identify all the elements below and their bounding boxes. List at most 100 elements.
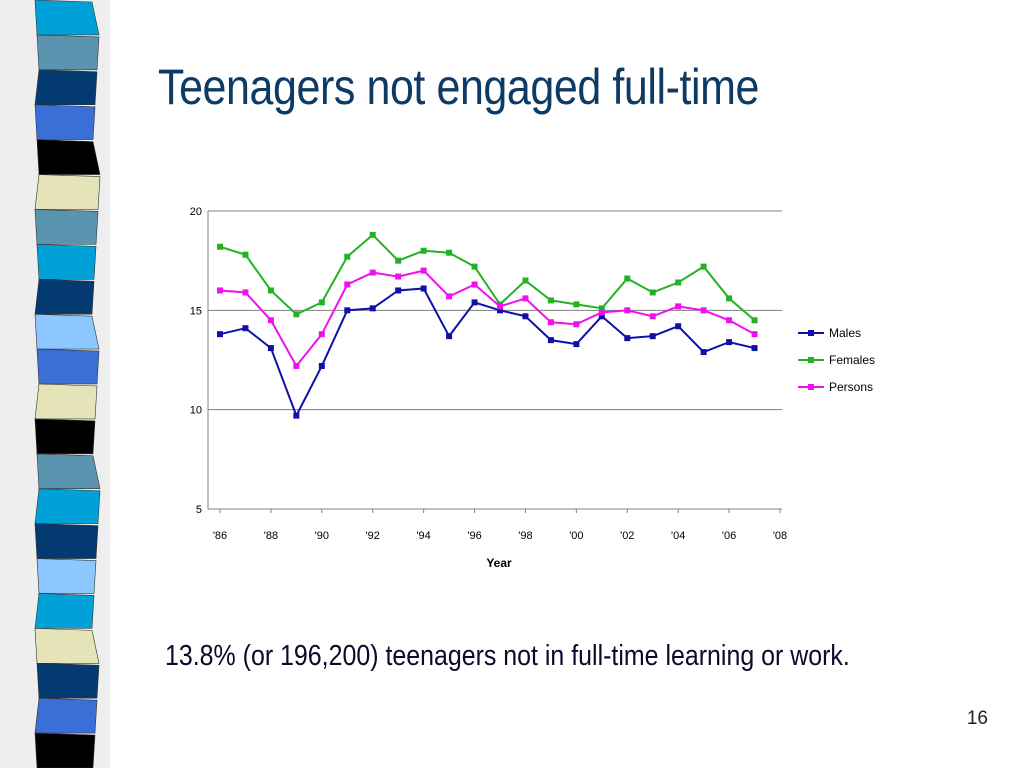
stripe-segment [34, 104, 96, 140]
x-tick-label: '94 [416, 530, 430, 542]
data-point-males [700, 349, 707, 356]
legend-label-females: Females [829, 353, 875, 367]
data-point-females [344, 253, 351, 260]
data-point-females [700, 263, 707, 270]
stripe-segment [34, 209, 99, 245]
x-tick-label: '92 [366, 530, 380, 542]
x-tick-label: '98 [518, 530, 532, 542]
data-point-males [344, 307, 351, 314]
data-point-females [522, 277, 529, 284]
data-point-males [649, 333, 656, 340]
data-point-persons [497, 303, 503, 310]
data-point-males [217, 331, 223, 338]
data-point-males [242, 325, 249, 332]
data-point-persons [395, 273, 402, 280]
x-tick-label: '96 [467, 530, 481, 542]
slide-title: Teenagers not engaged full-time [158, 59, 760, 115]
data-point-males [573, 341, 580, 348]
data-point-females [624, 275, 631, 282]
data-point-males [318, 362, 325, 369]
data-point-males [497, 307, 503, 314]
data-point-males [369, 305, 376, 312]
y-tick-label: 5 [196, 504, 202, 516]
data-point-males [293, 412, 300, 419]
y-tick-label: 10 [190, 405, 202, 417]
stripe-segment [34, 593, 95, 629]
stripe-segment [36, 34, 100, 71]
data-point-males [598, 313, 605, 320]
stripe-segment [34, 383, 98, 420]
data-point-persons [369, 269, 376, 276]
data-point-males [547, 337, 554, 344]
data-point-males [471, 299, 478, 306]
stripe-segment [36, 139, 101, 175]
data-point-males [675, 323, 682, 330]
x-tick-label: '00 [569, 530, 583, 542]
data-point-females [318, 299, 325, 306]
data-point-persons [420, 267, 427, 274]
data-point-persons [318, 331, 325, 338]
y-tick-label: 20 [190, 206, 202, 218]
x-axis-title: Year [486, 556, 512, 570]
data-point-females [675, 279, 682, 286]
data-point-females [547, 297, 554, 304]
legend-marker-females [808, 357, 814, 363]
data-point-persons [242, 289, 249, 296]
legend-marker-males [808, 330, 814, 336]
data-point-persons [675, 303, 682, 310]
data-point-females [598, 305, 605, 312]
stripe-segment [34, 313, 100, 350]
data-point-persons [344, 281, 351, 288]
data-point-females [420, 247, 427, 254]
y-tick-label: 15 [190, 305, 202, 317]
stripe-segment [34, 0, 100, 36]
legend-label-males: Males [829, 326, 861, 340]
stripe-segment [36, 348, 100, 385]
legend-marker-persons [808, 384, 814, 390]
x-tick-label: '88 [264, 530, 278, 542]
data-point-females [471, 263, 478, 270]
data-point-males [726, 339, 733, 346]
line-chart: 5 10 15 20 '86 '88 '90 '92 '94 '96 '98 '00 '02 '04 '06… [190, 206, 875, 570]
data-point-males [395, 287, 402, 294]
data-point-females [446, 249, 453, 256]
summary-text: 13.8% (or 196,200) teenagers not in full… [165, 640, 850, 672]
data-point-persons [624, 307, 631, 314]
data-point-persons [649, 313, 656, 320]
stripe-segment [36, 453, 101, 490]
data-point-females [267, 287, 274, 294]
stripe-segment [34, 278, 95, 315]
x-tick-label: '08 [773, 530, 787, 542]
series-line-females [219, 233, 756, 322]
series-line-males [219, 287, 755, 419]
stripe-segment [34, 523, 99, 559]
data-point-males [624, 335, 631, 342]
data-point-persons [547, 319, 554, 326]
data-point-males [751, 345, 758, 352]
stripe-segment [34, 697, 98, 734]
data-point-persons [217, 287, 223, 294]
page-number: 16 [966, 708, 988, 729]
data-point-persons [446, 293, 453, 300]
x-tick-label: '06 [722, 530, 736, 542]
data-point-persons [700, 307, 707, 314]
stripe-segment [36, 662, 100, 699]
x-tick-label: '90 [315, 530, 329, 542]
x-tick-label: '86 [213, 530, 227, 542]
x-tick-label: '02 [620, 530, 634, 542]
stripe-segment [36, 558, 97, 594]
x-tick-label: '04 [671, 530, 685, 542]
data-point-persons [522, 295, 529, 302]
data-point-males [267, 345, 274, 352]
data-point-persons [598, 309, 605, 316]
series-line-persons [219, 269, 756, 368]
data-point-persons [726, 317, 733, 324]
data-point-females [217, 243, 223, 250]
data-point-persons [573, 321, 580, 328]
stripe-segment [34, 732, 96, 768]
data-point-females [751, 317, 758, 324]
data-point-females [242, 251, 249, 258]
decorative-stripe-bar [0, 0, 110, 768]
legend-label-persons: Persons [829, 380, 873, 394]
stripe-segment [34, 488, 101, 524]
